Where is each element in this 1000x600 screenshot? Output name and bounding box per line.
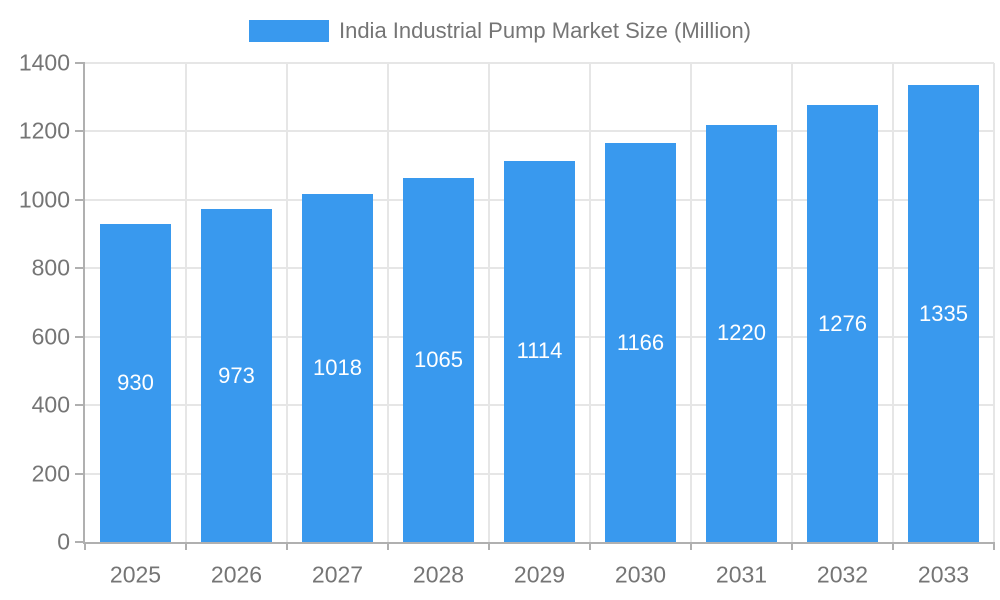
chart-legend[interactable]: India Industrial Pump Market Size (Milli… bbox=[0, 18, 1000, 43]
gridline-vertical bbox=[488, 63, 490, 542]
y-axis-tick-label: 200 bbox=[31, 460, 70, 487]
legend-swatch bbox=[248, 20, 329, 42]
x-axis-tick-label: 2031 bbox=[715, 561, 768, 588]
y-axis-tick bbox=[75, 472, 85, 475]
y-axis-tick-label: 800 bbox=[31, 254, 70, 281]
y-axis-tick bbox=[75, 335, 85, 338]
x-axis-tick-label: 2027 bbox=[311, 561, 364, 588]
y-axis-tick bbox=[75, 130, 85, 133]
bar-value-label: 1018 bbox=[313, 354, 362, 380]
bar-2030[interactable] bbox=[605, 143, 676, 542]
y-axis-tick bbox=[75, 541, 85, 543]
bar-value-label: 930 bbox=[117, 369, 154, 395]
gridline-vertical bbox=[286, 63, 288, 542]
y-axis-tick-label: 1400 bbox=[18, 49, 70, 76]
x-axis-tick-label: 2030 bbox=[614, 561, 667, 588]
bar-value-label: 1114 bbox=[516, 338, 563, 364]
x-axis-tick-label: 2026 bbox=[210, 561, 263, 588]
x-axis-tick bbox=[387, 542, 389, 550]
x-axis-tick-label: 2028 bbox=[412, 561, 465, 588]
y-axis-tick bbox=[75, 62, 85, 64]
y-axis-tick-label: 1000 bbox=[18, 186, 70, 213]
bar-2028[interactable] bbox=[403, 177, 474, 542]
y-axis-tick-label: 400 bbox=[31, 391, 70, 418]
gridline-vertical bbox=[387, 63, 389, 542]
bar-2033[interactable] bbox=[908, 85, 979, 542]
y-axis-tick bbox=[75, 198, 85, 201]
x-axis-tick-label: 2033 bbox=[917, 561, 970, 588]
x-axis-tick bbox=[993, 542, 995, 550]
y-axis-tick-label: 1200 bbox=[18, 117, 70, 144]
x-axis-tick bbox=[892, 542, 894, 550]
bar-value-label: 1065 bbox=[414, 346, 463, 372]
x-axis-tick bbox=[589, 542, 591, 550]
bar-2025[interactable] bbox=[100, 223, 171, 542]
bar-value-label: 1276 bbox=[818, 310, 867, 336]
x-axis-line bbox=[83, 542, 994, 544]
y-axis-tick-label: 600 bbox=[31, 323, 70, 350]
x-axis-tick bbox=[791, 542, 793, 550]
gridline-vertical bbox=[690, 63, 692, 542]
gridline-horizontal bbox=[85, 62, 994, 64]
x-axis-tick-label: 2029 bbox=[513, 561, 566, 588]
x-axis-tick-label: 2032 bbox=[816, 561, 869, 588]
gridline-vertical bbox=[185, 63, 187, 542]
x-axis-tick bbox=[286, 542, 288, 550]
x-axis-tick bbox=[185, 542, 187, 550]
bar-2029[interactable] bbox=[504, 160, 575, 542]
x-axis-tick bbox=[84, 542, 86, 550]
bar-2031[interactable] bbox=[706, 124, 777, 542]
gridline-vertical bbox=[993, 63, 995, 542]
y-axis-line bbox=[83, 63, 85, 544]
plot-area: 930 973 1018 1065 1114 1166 1220 1276 1335 bbox=[85, 62, 995, 542]
y-axis-tick bbox=[75, 404, 85, 407]
bar-2027[interactable] bbox=[302, 193, 373, 542]
bar-value-label: 973 bbox=[218, 362, 255, 388]
bar-value-label: 1166 bbox=[616, 329, 665, 355]
gridline-vertical bbox=[589, 63, 591, 542]
y-axis-tick-label: 0 bbox=[57, 528, 70, 555]
gridline-vertical bbox=[892, 63, 894, 542]
bar-value-label: 1335 bbox=[919, 300, 968, 326]
bar-value-label: 1220 bbox=[717, 320, 766, 346]
bar-2026[interactable] bbox=[201, 209, 272, 542]
x-axis-tick bbox=[690, 542, 692, 550]
x-axis-tick-label: 2025 bbox=[109, 561, 162, 588]
y-axis-tick bbox=[75, 267, 85, 270]
legend-title: India Industrial Pump Market Size (Milli… bbox=[338, 18, 752, 43]
gridline-vertical bbox=[791, 63, 793, 542]
x-axis-tick bbox=[488, 542, 490, 550]
gridline-horizontal bbox=[85, 130, 994, 133]
bar-2032[interactable] bbox=[807, 105, 878, 542]
